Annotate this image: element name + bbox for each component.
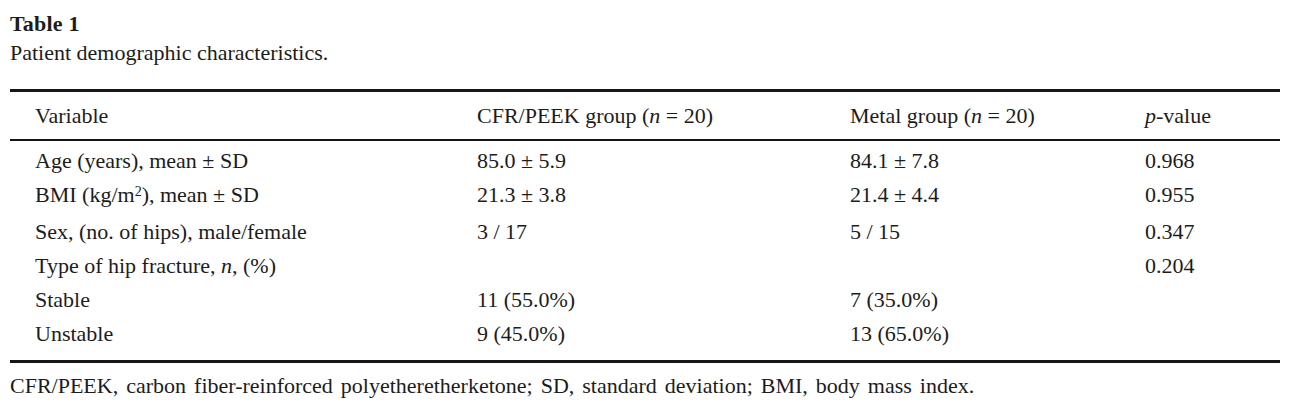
table-cell: 3 / 17 — [477, 215, 850, 249]
table-cell: Stable — [10, 283, 477, 317]
text-run: -value — [1156, 103, 1211, 128]
text-run: = 20) — [660, 103, 713, 128]
table-cell: 21.3 ± 3.8 — [477, 178, 850, 215]
table-cell — [1145, 283, 1280, 317]
table-row: Age (years), mean ± SD 85.0 ± 5.9 84.1 ± 7… — [10, 140, 1280, 178]
text-run: 3 / 17 — [477, 219, 527, 244]
table-caption: Patient demographic characteristics. — [10, 39, 1280, 68]
header-row: VariableCFR/PEEK group (n = 20)Metal gro… — [10, 91, 1280, 141]
text-run: = 20) — [982, 103, 1035, 128]
table-header: VariableCFR/PEEK group (n = 20)Metal gro… — [10, 91, 1280, 141]
text-run: 11 (55.0%) — [477, 287, 575, 312]
table-cell: 0.347 — [1145, 215, 1280, 249]
table-cell: 9 (45.0%) — [477, 317, 850, 362]
table-row: Type of hip fracture, n, (%) 0.204 — [10, 249, 1280, 283]
table-cell: 84.1 ± 7.8 — [850, 140, 1145, 178]
text-run: 0.968 — [1145, 148, 1195, 173]
text-run: 0.347 — [1145, 219, 1195, 244]
demographics-table: VariableCFR/PEEK group (n = 20)Metal gro… — [10, 89, 1280, 363]
text-run: 7 (35.0%) — [850, 287, 938, 312]
text-run: 84.1 ± 7.8 — [850, 148, 939, 173]
text-run: Sex, (no. of hips), male/female — [35, 219, 307, 244]
table-footnote: CFR/PEEK, carbon fiber-reinforced polyet… — [10, 372, 1280, 401]
text-run: p — [1145, 103, 1156, 128]
text-run: 85.0 ± 5.9 — [477, 148, 566, 173]
table-cell: Age (years), mean ± SD — [10, 140, 477, 178]
table-cell: 7 (35.0%) — [850, 283, 1145, 317]
text-run: 2 — [135, 184, 142, 199]
text-run: Type of hip fracture, — [35, 253, 221, 278]
paper-table-figure: Table 1 Patient demographic characterist… — [0, 0, 1296, 401]
table-cell: 85.0 ± 5.9 — [477, 140, 850, 178]
table-cell — [1145, 317, 1280, 362]
text-run: ), mean ± SD — [142, 182, 259, 207]
table-cell: Unstable — [10, 317, 477, 362]
text-run: 21.4 ± 4.4 — [850, 182, 939, 207]
column-header-p-value: p-value — [1145, 91, 1280, 141]
column-header-metal-group: Metal group (n = 20) — [850, 91, 1145, 141]
column-header-cfr-peek-group: CFR/PEEK group (n = 20) — [477, 91, 850, 141]
table-cell: 13 (65.0%) — [850, 317, 1145, 362]
text-run: 21.3 ± 3.8 — [477, 182, 566, 207]
table-cell: 11 (55.0%) — [477, 283, 850, 317]
text-run: n — [971, 103, 982, 128]
text-run: 0.955 — [1145, 182, 1195, 207]
table-row: BMI (kg/m2), mean ± SD21.3 ± 3.821.4 ± 4… — [10, 178, 1280, 215]
text-run: 9 (45.0%) — [477, 321, 565, 346]
text-run: Age (years), mean ± SD — [35, 148, 248, 173]
table-cell — [477, 249, 850, 283]
text-run: CFR/PEEK group ( — [477, 103, 649, 128]
text-run: 0.204 — [1145, 253, 1195, 278]
table-title: Table 1 — [10, 6, 1280, 39]
table-cell: 0.204 — [1145, 249, 1280, 283]
text-run: n — [649, 103, 660, 128]
table-body: Age (years), mean ± SD 85.0 ± 5.9 84.1 ± 7… — [10, 140, 1280, 362]
text-run: Stable — [35, 287, 90, 312]
text-run: 13 (65.0%) — [850, 321, 949, 346]
table-cell: Sex, (no. of hips), male/female — [10, 215, 477, 249]
table-row: Unstable 9 (45.0%) 13 (65.0%) — [10, 317, 1280, 362]
table-cell — [850, 249, 1145, 283]
text-run: Unstable — [35, 321, 113, 346]
table-cell: 5 / 15 — [850, 215, 1145, 249]
table-row: Sex, (no. of hips), male/female 3 / 17 5 /… — [10, 215, 1280, 249]
table-cell: Type of hip fracture, n, (%) — [10, 249, 477, 283]
table-row: Stable 11 (55.0%) 7 (35.0%) — [10, 283, 1280, 317]
table-cell: 0.955 — [1145, 178, 1280, 215]
text-run: Metal group ( — [850, 103, 971, 128]
text-run: Variable — [35, 103, 108, 128]
table-cell: 21.4 ± 4.4 — [850, 178, 1145, 215]
text-run: , (%) — [232, 253, 276, 278]
text-run: n — [221, 253, 232, 278]
column-header-variable: Variable — [10, 91, 477, 141]
text-run: BMI (kg/m — [35, 182, 135, 207]
table-cell: BMI (kg/m2), mean ± SD — [10, 178, 477, 215]
table-cell: 0.968 — [1145, 140, 1280, 178]
text-run: 5 / 15 — [850, 219, 900, 244]
